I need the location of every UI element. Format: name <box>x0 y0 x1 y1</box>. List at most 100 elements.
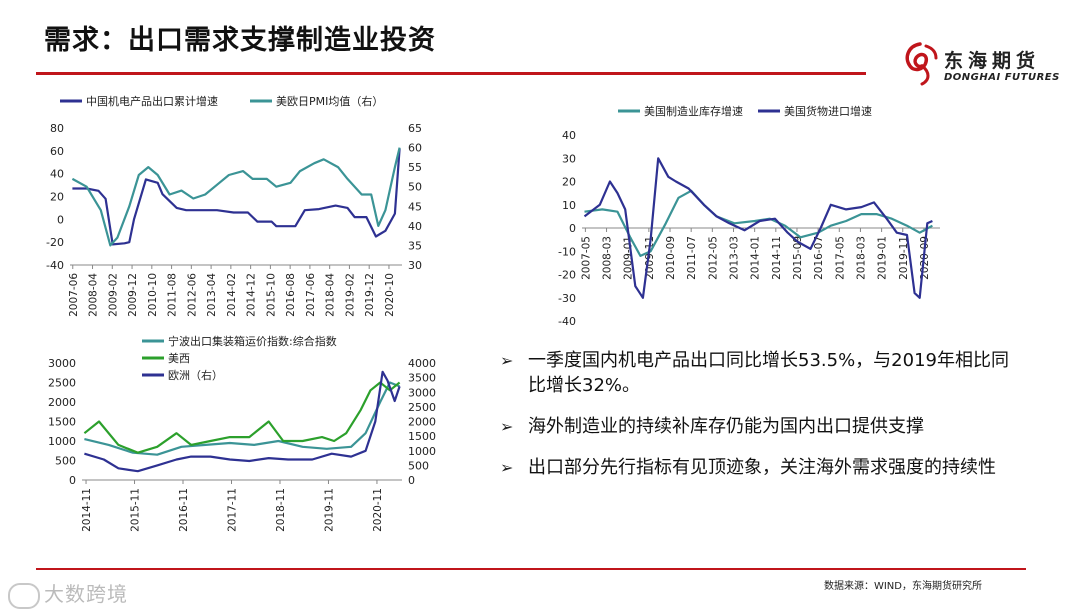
y-right-tick-label: 3000 <box>408 386 436 399</box>
x-tick-label: 2017-06 <box>305 273 317 317</box>
x-tick-label: 2014-11 <box>771 236 783 280</box>
logo-en-text: DONGHAI FUTURES <box>944 72 1060 83</box>
y-right-tick-label: 1500 <box>408 430 436 443</box>
x-tick-label: 2020-10 <box>384 273 396 317</box>
x-tick-label: 2016-07 <box>813 236 825 280</box>
key-points: ➢ 一季度国内机电产品出口同比增长53.5%，与2019年相比同比增长32%。 ➢… <box>500 348 1020 496</box>
x-tick-label: 2015-10 <box>265 273 277 317</box>
y-tick-label: 2000 <box>48 396 76 409</box>
y-tick-label: 20 <box>50 191 64 204</box>
export-pmi-chart: 中国机电产品出口累计增速 美欧日PMI均值（右） 80 60 40 20 0 -20 -40 65… <box>46 94 422 317</box>
y-tick-label: 40 <box>50 168 64 181</box>
series-line <box>84 381 401 456</box>
y-right-tick-label: 1000 <box>408 445 436 458</box>
bullet-text: 海外制造业的持续补库存仍能为国内出口提供支撑 <box>528 416 924 437</box>
y-tick-label: -30 <box>558 292 576 305</box>
y-right-tick-label: 65 <box>408 122 422 135</box>
y-right-tick-label: 40 <box>408 220 422 233</box>
logo-cn-text: 东海期货 <box>944 50 1041 72</box>
bullet-text: 一季度国内机电产品出口同比增长53.5%，与2019年相比同比增长32%。 <box>528 350 1009 396</box>
page-title: 需求：出口需求支撑制造业投资 <box>44 25 436 56</box>
y-right-tick-label: 45 <box>408 200 422 213</box>
arrow-bullet-icon: ➢ <box>500 417 514 436</box>
x-tick-label: 2009-12 <box>127 273 139 317</box>
x-tick-label: 2007-06 <box>68 273 80 317</box>
y-right-tick-label: 55 <box>408 161 422 174</box>
company-logo: 东海期货 DONGHAI FUTURES <box>900 40 1070 92</box>
bullet-item: ➢ 海外制造业的持续补库存仍能为国内出口提供支撑 <box>500 414 1020 439</box>
y-tick-label: 30 <box>562 152 576 165</box>
legend-label: 中国机电产品出口累计增速 <box>86 94 218 108</box>
bullet-item: ➢ 一季度国内机电产品出口同比增长53.5%，与2019年相比同比增长32%。 <box>500 348 1020 398</box>
y-tick-label: 20 <box>562 176 576 189</box>
x-tick-label: 2014-12 <box>246 273 258 317</box>
x-tick-label: 2011-07 <box>686 236 698 280</box>
y-tick-label: 0 <box>569 222 576 235</box>
x-tick-label: 2008-03 <box>602 236 614 280</box>
x-tick-label: 2019-11 <box>323 488 335 532</box>
x-tick-label: 2011-08 <box>167 273 179 317</box>
y-tick-label: -20 <box>46 236 64 249</box>
title-divider <box>36 72 866 75</box>
x-tick-label: 2007-05 <box>580 236 592 280</box>
x-tick-label: 2019-12 <box>364 273 376 317</box>
x-tick-label: 2019-11 <box>898 236 910 280</box>
dragon-logo-icon <box>905 42 938 86</box>
arrow-bullet-icon: ➢ <box>500 351 514 370</box>
y-tick-label: 80 <box>50 122 64 135</box>
x-tick-label: 2013-04 <box>206 273 218 317</box>
x-tick-label: 2015-09 <box>792 236 804 280</box>
series-line <box>584 189 933 257</box>
y-right-tick-label: 30 <box>408 259 422 272</box>
legend-label: 宁波出口集装箱运价指数:综合指数 <box>168 334 337 348</box>
y-tick-label: -40 <box>46 259 64 272</box>
series-line <box>72 148 401 246</box>
x-tick-label: 2010-09 <box>665 236 677 280</box>
y-tick-label: 10 <box>562 199 576 212</box>
y-right-tick-label: 2000 <box>408 416 436 429</box>
y-right-tick-label: 50 <box>408 181 422 194</box>
y-tick-label: 0 <box>57 213 64 226</box>
legend-label: 美欧日PMI均值（右） <box>276 94 383 108</box>
legend-label: 欧洲（右） <box>168 368 223 382</box>
y-right-tick-label: 3500 <box>408 372 436 385</box>
y-right-tick-label: 35 <box>408 239 422 252</box>
x-tick-label: 2012-05 <box>707 236 719 280</box>
x-tick-label: 2019-02 <box>344 273 356 317</box>
y-tick-label: -40 <box>558 315 576 328</box>
y-tick-label: 0 <box>69 474 76 487</box>
x-tick-label: 2012-06 <box>186 273 198 317</box>
y-tick-label: 40 <box>562 129 576 142</box>
series-line <box>84 370 401 473</box>
y-tick-label: 1000 <box>48 435 76 448</box>
bullet-text: 出口部分先行指标有见顶迹象，关注海外需求强度的持续性 <box>528 457 996 478</box>
x-tick-label: 2016-11 <box>178 488 190 532</box>
source-note: 数据来源：WIND，东海期货研究所 <box>823 581 982 592</box>
y-right-tick-label: 2500 <box>408 401 436 414</box>
x-tick-label: 2013-03 <box>728 236 740 280</box>
x-tick-label: 2018-03 <box>855 236 867 280</box>
y-tick-label: 2500 <box>48 377 76 390</box>
x-tick-label: 2016-08 <box>285 273 297 317</box>
y-right-tick-label: 0 <box>408 474 415 487</box>
y-right-tick-label: 60 <box>408 142 422 155</box>
series-line <box>583 157 933 299</box>
x-tick-label: 2009-02 <box>107 273 119 317</box>
y-tick-label: -20 <box>558 269 576 282</box>
watermark-icon <box>8 582 40 609</box>
x-tick-label: 2008-04 <box>88 273 100 317</box>
legend-label: 美国货物进口增速 <box>784 104 872 118</box>
y-tick-label: 500 <box>55 455 76 468</box>
x-tick-label: 2017-05 <box>834 236 846 280</box>
y-tick-label: 60 <box>50 145 64 158</box>
x-tick-label: 2019-01 <box>877 236 889 280</box>
y-right-tick-label: 4000 <box>408 357 436 370</box>
legend-label: 美西 <box>168 352 190 365</box>
y-tick-label: -10 <box>558 245 576 258</box>
legend-label: 美国制造业库存增速 <box>644 104 743 118</box>
x-tick-label: 2009-01 <box>623 236 635 280</box>
x-tick-label: 2018-04 <box>325 273 337 317</box>
x-tick-label: 2014-01 <box>750 236 762 280</box>
x-tick-label: 2015-11 <box>130 488 142 532</box>
footer-divider <box>36 568 1026 570</box>
